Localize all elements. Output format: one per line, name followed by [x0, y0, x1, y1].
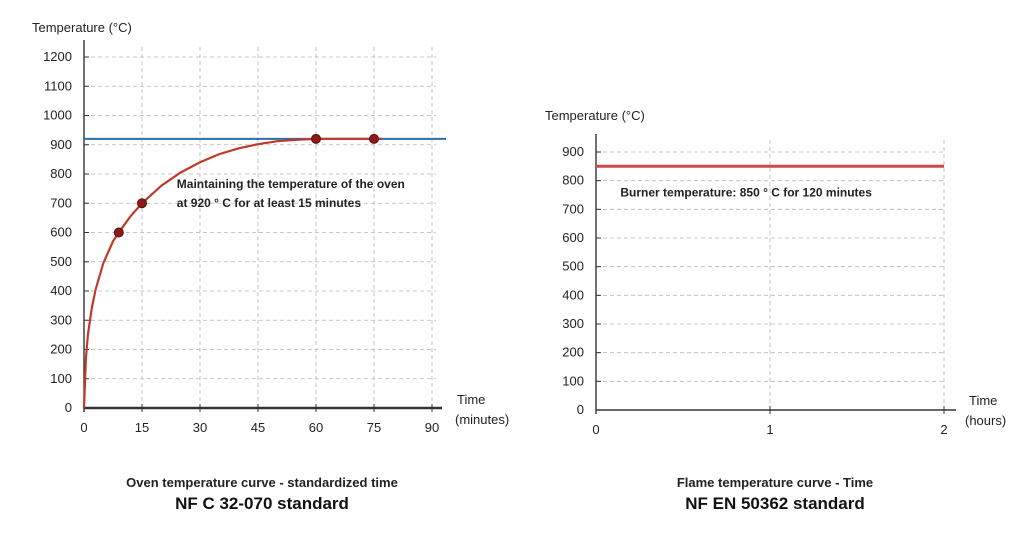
y-axis-title: Temperature (°C) [545, 108, 645, 123]
x-tick-label: 90 [425, 420, 439, 435]
x-axis-title: Time [457, 392, 485, 407]
y-tick-label: 1200 [43, 49, 72, 64]
y-tick-label: 500 [562, 259, 584, 274]
x-tick-label: 30 [193, 420, 207, 435]
grid [595, 134, 956, 414]
x-ticks: 0 15 30 45 60 75 90 [80, 404, 439, 435]
annotation-line-1: Burner temperature: 850 ° C for 120 minu… [620, 185, 872, 199]
x-axis-title: Time [969, 393, 997, 408]
y-tick-label: 0 [65, 400, 72, 415]
y-tick-label: 300 [50, 312, 72, 327]
x-tick-label: 15 [135, 420, 149, 435]
y-axis-title: Temperature (°C) [32, 20, 132, 35]
y-tick-label: 700 [562, 201, 584, 216]
x-tick-label: 2 [940, 422, 947, 437]
curve-marker [369, 133, 379, 144]
y-ticks: 0 100 200 300 400 500 600 700 800 900 [562, 144, 601, 417]
annotation-line-2: at 920 ° C for at least 15 minutes [177, 196, 362, 210]
flame-temperature-chart: Temperature (°C) Time (hours) 0 100 200 300… [545, 108, 1006, 437]
y-tick-label: 200 [562, 345, 584, 360]
oven-caption-title: NF C 32-070 standard [175, 494, 349, 513]
y-tick-label: 1000 [43, 108, 72, 123]
y-tick-label: 600 [50, 225, 72, 240]
y-tick-label: 1100 [44, 78, 72, 93]
x-tick-label: 0 [80, 420, 87, 435]
oven-chart-caption: Oven temperature curve - standardized ti… [52, 475, 472, 514]
y-tick-label: 300 [562, 316, 584, 331]
oven-temperature-chart: Temperature (°C) Time (minutes) 0 100 200 3… [32, 20, 509, 435]
oven-caption-subtitle: Oven temperature curve - standardized ti… [126, 475, 398, 490]
y-tick-label: 800 [50, 166, 72, 181]
y-tick-label: 800 [562, 173, 584, 188]
y-tick-label: 900 [50, 137, 72, 152]
y-tick-label: 500 [50, 254, 72, 269]
x-axis-unit: (hours) [965, 413, 1006, 428]
y-tick-label: 400 [562, 287, 584, 302]
curve-marker [137, 198, 147, 209]
y-tick-label: 900 [562, 144, 584, 159]
y-tick-label: 0 [577, 402, 584, 417]
annotation-line-1: Maintaining the temperature of the oven [177, 177, 405, 191]
y-tick-label: 100 [562, 373, 584, 388]
curve-marker [311, 133, 321, 144]
x-tick-label: 1 [766, 422, 773, 437]
x-axis-unit: (minutes) [455, 412, 509, 427]
series [82, 137, 446, 409]
x-tick-label: 60 [309, 420, 323, 435]
markers [113, 133, 379, 238]
y-tick-label: 600 [562, 230, 584, 245]
x-ticks: 0 1 2 [592, 406, 948, 437]
y-tick-label: 200 [50, 342, 72, 357]
grid [83, 40, 442, 412]
y-ticks: 0 100 200 300 400 500 600 700 800 900 1000 1100 1200 [43, 49, 89, 415]
x-tick-label: 0 [592, 422, 599, 437]
temperature-curve [82, 137, 382, 409]
flame-caption-title: NF EN 50362 standard [685, 494, 865, 513]
y-tick-label: 700 [50, 195, 72, 210]
flame-chart-caption: Flame temperature curve - Time NF EN 503… [565, 475, 985, 514]
x-tick-label: 75 [367, 420, 381, 435]
y-tick-label: 400 [50, 283, 72, 298]
flame-caption-subtitle: Flame temperature curve - Time [676, 475, 874, 490]
x-tick-label: 45 [251, 420, 265, 435]
curve-marker [113, 227, 124, 238]
y-tick-label: 100 [50, 371, 72, 386]
